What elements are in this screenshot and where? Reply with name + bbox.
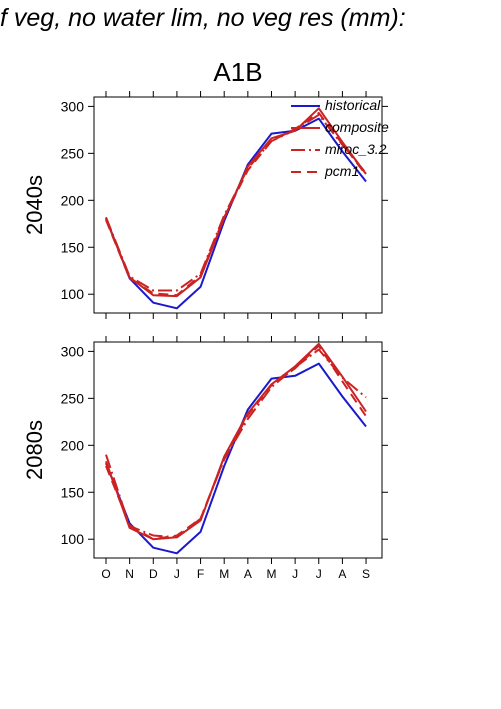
series-line-pcm1-2080s bbox=[105, 344, 367, 541]
y-tick-label: 150 bbox=[61, 484, 85, 500]
legend-label-historical: historical bbox=[325, 97, 381, 113]
x-tick-label: J bbox=[292, 567, 298, 581]
y-tick-label: 300 bbox=[61, 343, 85, 359]
x-tick-label: J bbox=[174, 567, 180, 581]
chart-title: A1B bbox=[213, 57, 262, 87]
series-line-composite-2040s bbox=[105, 107, 367, 298]
series-line-historical-2080s bbox=[105, 362, 367, 555]
y-tick-label: 250 bbox=[61, 145, 85, 161]
x-tick-label: A bbox=[244, 567, 252, 581]
legend-label-miroc-3-2: miroc_3.2 bbox=[325, 141, 387, 157]
x-tick-label: J bbox=[316, 567, 322, 581]
panel-label-2040s: 2040s bbox=[22, 175, 47, 235]
x-tick-label: M bbox=[219, 567, 229, 581]
series-line-miroc-3-2-2080s bbox=[105, 348, 367, 539]
y-tick-label: 300 bbox=[61, 98, 85, 114]
x-tick-label: M bbox=[266, 567, 276, 581]
x-tick-label: A bbox=[338, 567, 346, 581]
x-tick-label: F bbox=[197, 567, 204, 581]
y-tick-label: 200 bbox=[61, 437, 85, 453]
plot-frame-1 bbox=[93, 96, 383, 314]
x-tick-label: D bbox=[149, 567, 158, 581]
series-line-pcm1-2040s bbox=[105, 112, 367, 297]
series-line-composite-2080s bbox=[105, 342, 367, 541]
y-tick-label: 100 bbox=[61, 531, 85, 547]
panel-label-2080s: 2080s bbox=[22, 420, 47, 480]
legend-label-pcm1: pcm1 bbox=[324, 163, 359, 179]
x-tick-label: N bbox=[125, 567, 134, 581]
x-tick-label: O bbox=[101, 567, 110, 581]
y-tick-label: 150 bbox=[61, 239, 85, 255]
y-tick-label: 250 bbox=[61, 390, 85, 406]
y-tick-label: 100 bbox=[61, 286, 85, 302]
figure-header: f veg, no water lim, no veg res (mm): bbox=[0, 4, 406, 32]
x-tick-label: S bbox=[362, 567, 370, 581]
legend-label-composite: composite bbox=[325, 119, 389, 135]
y-tick-label: 200 bbox=[61, 192, 85, 208]
plot-frame-2 bbox=[93, 341, 383, 559]
